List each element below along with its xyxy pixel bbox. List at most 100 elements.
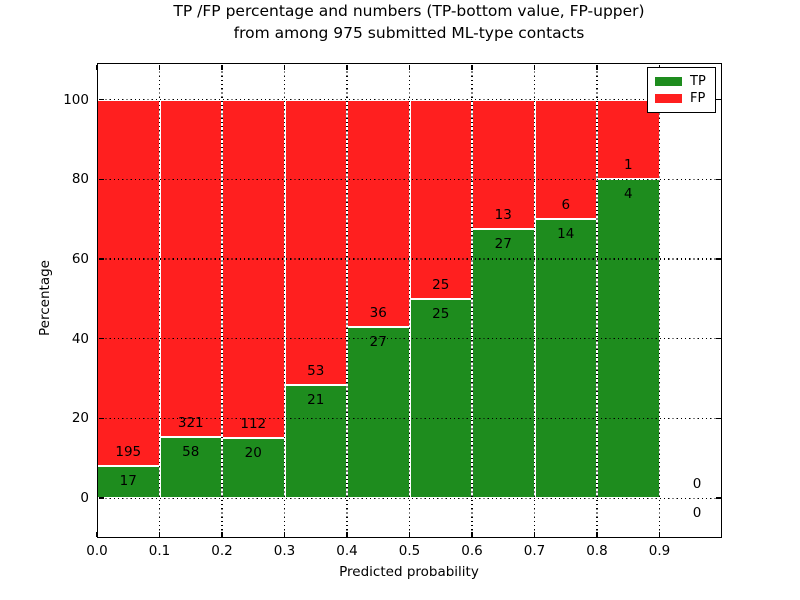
x-tick-mark [596,531,598,537]
y-tick-mark [98,417,104,420]
x-gridline [658,63,661,538]
y-tick-mark [98,98,104,101]
tp-count-label: 25 [432,305,450,322]
x-gridline [283,63,286,538]
x-gridline [221,63,223,538]
x-gridline [596,63,598,538]
x-tick-mark [533,531,536,537]
tp-count-label: 27 [369,334,387,351]
tp-count-label: 21 [307,391,325,408]
legend-label-fp: FP [690,91,706,107]
x-tick-mark-top [346,64,348,70]
x-tick-mark-top [283,64,286,70]
x-gridline [533,63,536,538]
bar-segment-fp [97,99,160,467]
y-tick-mark [98,338,104,340]
x-tick-mark-top [221,64,223,70]
x-tick-mark-top [471,64,473,70]
bar-segment-tp [347,327,410,499]
x-tick-mark [96,531,98,537]
x-tick-mark-top [408,64,411,70]
bar-segment-fp [284,99,347,386]
tp-count-label: 0 [692,504,702,521]
fp-count-label: 53 [307,363,325,380]
bar-segment-fp [347,99,410,328]
y-tick-label: 80 [71,171,89,188]
x-axis-label: Predicted probability [339,564,479,580]
y-tick-label: 20 [71,410,89,427]
y-tick-mark-right [715,417,721,420]
fp-count-label: 6 [561,197,571,214]
y-tick-mark-right [715,497,721,499]
x-gridline [408,63,411,538]
tp-count-label: 20 [244,444,262,461]
legend: TP FP [647,67,716,113]
bar-segment-fp [409,99,472,299]
y-tick-label: 100 [63,91,89,108]
y-tick-mark-right [715,258,721,260]
y-tick-mark-right [715,338,721,340]
x-tick-mark-top [96,64,98,70]
x-tick-label: 0.5 [398,543,421,559]
x-tick-mark [346,531,348,537]
x-tick-mark [408,531,411,537]
bar-segment-fp [222,99,285,438]
bar-segment-fp [159,99,222,438]
x-tick-label: 0.3 [273,543,296,559]
legend-item-tp: TP [655,75,708,88]
fp-count-label: 321 [177,415,204,432]
x-tick-label: 0.9 [648,543,671,559]
chart-title-line1: TP /FP percentage and numbers (TP-bottom… [173,2,645,20]
x-tick-mark-top [596,64,598,70]
x-tick-mark [221,531,223,537]
fp-count-label: 1 [623,157,633,174]
bar-segment-tp [472,229,535,499]
y-tick-mark-right [715,98,721,101]
x-tick-mark [658,531,661,537]
chart-title-line2: from among 975 submitted ML-type contact… [233,24,585,42]
tp-color-swatch [655,76,682,86]
tp-count-label: 14 [557,225,575,242]
x-tick-mark [471,531,473,537]
y-tick-label: 0 [80,490,89,507]
fp-color-swatch [655,94,682,104]
y-tick-mark [98,497,104,499]
bar-segment-tp [534,219,597,499]
legend-item-fp: FP [655,92,708,105]
x-tick-label: 0.2 [211,543,233,559]
y-tick-label: 40 [71,330,89,347]
x-tick-mark-top [158,64,161,70]
fp-count-label: 112 [240,415,267,432]
bar-segment-tp [409,298,472,499]
x-gridline [158,63,161,538]
tp-count-label: 27 [494,235,512,252]
tp-count-label: 58 [182,443,200,460]
x-tick-mark [158,531,161,537]
x-tick-label: 0.4 [336,543,358,559]
tp-count-label: 4 [623,186,633,203]
x-tick-label: 0.0 [86,543,108,559]
x-gridline [346,63,348,538]
y-tick-mark-right [715,178,721,181]
x-tick-label: 0.1 [148,543,171,559]
fp-count-label: 13 [494,207,512,224]
x-tick-label: 0.6 [461,543,483,559]
y-tick-mark [98,258,104,260]
y-tick-mark [98,178,104,181]
y-tick-label: 60 [71,251,89,268]
fp-count-label: 36 [369,305,387,322]
x-tick-label: 0.8 [586,543,608,559]
legend-label-tp: TP [690,73,706,89]
x-tick-mark-top [533,64,536,70]
chart-title: TP /FP percentage and numbers (TP-bottom… [173,0,644,44]
tp-count-label: 17 [119,472,137,489]
fp-count-label: 195 [115,444,142,461]
fp-count-label: 25 [432,276,450,293]
x-gridline [471,63,473,538]
x-tick-label: 0.7 [523,543,546,559]
